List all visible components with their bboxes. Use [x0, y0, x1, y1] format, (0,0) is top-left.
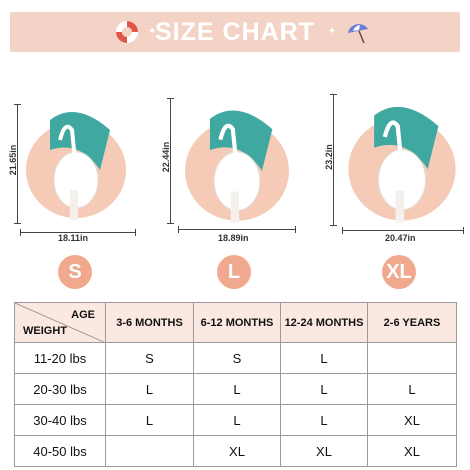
weight-label: WEIGHT	[23, 325, 67, 337]
height-label: 22.44in	[161, 141, 171, 173]
height-dimension-line	[330, 94, 337, 226]
size-badge-xl: XL	[382, 255, 416, 289]
age-label: AGE	[71, 309, 95, 321]
weight-cell: 40-50 lbs	[14, 435, 106, 467]
width-dimension-line	[20, 229, 136, 236]
size-cell: S	[193, 342, 281, 374]
table-row: 11-20 lbs S S L	[14, 342, 457, 374]
size-cell: XL	[193, 435, 281, 467]
height-label: 21.65in	[8, 144, 18, 176]
size-cell: L	[105, 373, 194, 405]
size-cell: L	[280, 342, 368, 374]
diagonal-divider	[15, 303, 106, 343]
size-cell: L	[193, 373, 281, 405]
width-label: 20.47in	[385, 233, 416, 243]
swim-float-image	[185, 110, 289, 223]
swim-float-image	[26, 112, 126, 220]
size-cell	[367, 342, 457, 374]
column-header: 6-12 MONTHS	[193, 302, 281, 343]
width-label: 18.89in	[218, 233, 249, 243]
height-dimension-line	[14, 104, 21, 224]
size-badge-l: L	[217, 255, 251, 289]
width-dimension-line	[178, 226, 296, 233]
height-dimension-line	[167, 98, 174, 224]
size-chart-banner: ✦ SIZE CHART ✦	[10, 12, 460, 52]
age-weight-corner: AGE WEIGHT	[14, 302, 106, 343]
lifebuoy-icon	[116, 21, 138, 43]
page-title: SIZE CHART	[155, 18, 315, 46]
size-cell: S	[105, 342, 194, 374]
size-table: AGE WEIGHT 3-6 MONTHS 6-12 MONTHS 12-24 …	[14, 302, 457, 467]
size-cell: XL	[367, 404, 457, 436]
table-row: 40-50 lbs XL XL XL	[14, 435, 457, 467]
column-header: 3-6 MONTHS	[105, 302, 194, 343]
size-cell: L	[367, 373, 457, 405]
size-cell	[105, 435, 194, 467]
table-header-row: AGE WEIGHT 3-6 MONTHS 6-12 MONTHS 12-24 …	[14, 302, 457, 343]
size-cell: L	[105, 404, 194, 436]
width-dimension-line	[342, 227, 464, 234]
weight-cell: 11-20 lbs	[14, 342, 106, 374]
size-cell: XL	[280, 435, 368, 467]
sparkle-icon: ✦	[148, 26, 157, 37]
height-label: 23.2in	[324, 144, 334, 170]
width-label: 18.11in	[58, 233, 89, 243]
sparkle-icon: ✦	[328, 26, 337, 37]
beach-umbrella-icon	[348, 24, 368, 44]
size-cell: L	[193, 404, 281, 436]
weight-cell: 20-30 lbs	[14, 373, 106, 405]
column-header: 12-24 MONTHS	[280, 302, 368, 343]
table-row: 30-40 lbs L L L XL	[14, 404, 457, 436]
weight-cell: 30-40 lbs	[14, 404, 106, 436]
size-cell: XL	[367, 435, 457, 467]
size-cell: L	[280, 373, 368, 405]
column-header: 2-6 YEARS	[367, 302, 457, 343]
size-cell: L	[280, 404, 368, 436]
table-row: 20-30 lbs L L L L	[14, 373, 457, 405]
swim-float-image	[348, 106, 456, 223]
size-badge-s: S	[58, 255, 92, 289]
